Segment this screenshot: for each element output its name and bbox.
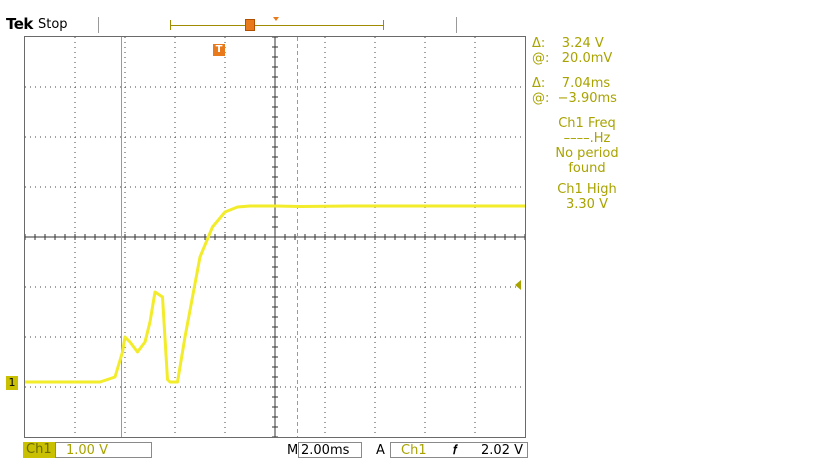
acquisition-status: Stop — [38, 17, 68, 32]
trigger-position-marker[interactable]: T — [213, 44, 225, 56]
trigger-settings[interactable]: Ch1 𝑓 2.02 V — [390, 442, 528, 458]
status-bar: Ch1 1.00 V M 2.00ms A Ch1 𝑓 2.02 V — [0, 441, 819, 461]
trigger-source: Ch1 — [401, 443, 427, 458]
rising-slope-icon: 𝑓 — [453, 443, 458, 458]
brand-logo: Tek — [6, 15, 33, 33]
high-value: 3.30 V — [566, 197, 608, 212]
waveform-display[interactable] — [24, 36, 526, 438]
freq-title: Ch1 Freq — [558, 116, 616, 131]
trigger-level-arrow-icon[interactable] — [515, 280, 521, 290]
volts-per-div[interactable]: 1.00 V — [55, 442, 152, 458]
timebase-value[interactable]: 2.00ms — [298, 442, 362, 458]
measurement-readout-panel: Δ: 3.24 V @: 20.0mV Δ: 7.04ms @: −3.90ms… — [532, 36, 652, 212]
trigger-mode-label: A — [376, 443, 385, 458]
freq-message-line2: found — [568, 161, 606, 176]
cursor-time-delta: Δ: 7.04ms — [532, 76, 611, 91]
record-position-arrow-icon — [273, 17, 279, 21]
high-title: Ch1 High — [557, 182, 617, 197]
main-timebase-label: M — [287, 443, 299, 458]
trigger-level: 2.02 V — [481, 443, 523, 458]
cursor-volt-at: @: 20.0mV — [532, 51, 613, 66]
top-divider — [98, 17, 99, 33]
channel-badge[interactable]: Ch1 — [23, 442, 55, 458]
top-divider — [456, 17, 457, 33]
channel1-trace — [25, 204, 525, 384]
freq-value: ––––.Hz — [563, 131, 611, 146]
record-trigger-icon — [245, 19, 255, 31]
graticule — [25, 37, 525, 437]
channel1-ground-marker[interactable]: 1 — [6, 376, 18, 390]
freq-message-line1: No period — [555, 146, 619, 161]
cursor-time-at: @: −3.90ms — [532, 91, 617, 106]
cursor-volt-delta: Δ: 3.24 V — [532, 36, 604, 51]
